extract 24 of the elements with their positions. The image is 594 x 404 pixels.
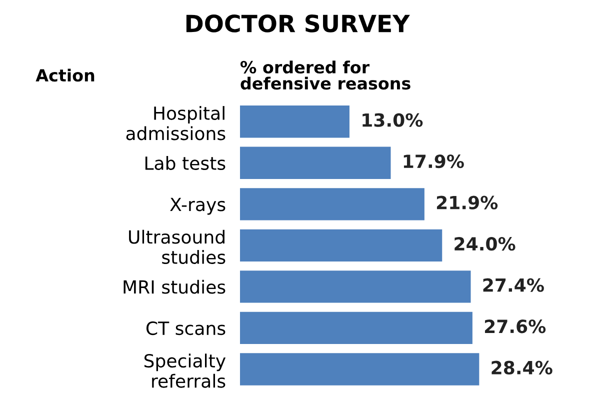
bar xyxy=(240,106,350,138)
bar xyxy=(240,188,424,220)
data-label: 27.6% xyxy=(484,320,546,334)
text: % ordered for defensive reasons xyxy=(240,60,410,90)
y-tick-label: X-rays xyxy=(170,198,226,215)
text: Action xyxy=(36,68,94,82)
data-label: 27.4% xyxy=(483,278,544,292)
data-label: 24.0% xyxy=(454,237,516,251)
bar xyxy=(240,146,391,179)
y-tick-label: Hospital admissions xyxy=(126,106,226,140)
data-label: 17.9% xyxy=(404,154,464,168)
y-tick-label: Lab tests xyxy=(145,156,226,170)
y-tick-label: MRI studies xyxy=(124,280,226,294)
y-tick-label: Ultrasound studies xyxy=(129,230,226,264)
data-label: 28.4% xyxy=(492,360,552,374)
y-tick-label: CT scans xyxy=(146,321,226,336)
bar xyxy=(240,353,480,386)
bar xyxy=(240,229,442,262)
data-label: 21.9% xyxy=(436,196,498,210)
bar xyxy=(240,312,472,344)
chart-title: DOCTOR SURVEY xyxy=(186,14,410,32)
y-tick-label: Specialty referrals xyxy=(144,354,226,388)
bar xyxy=(240,270,471,303)
data-label: 13.0% xyxy=(362,113,423,127)
